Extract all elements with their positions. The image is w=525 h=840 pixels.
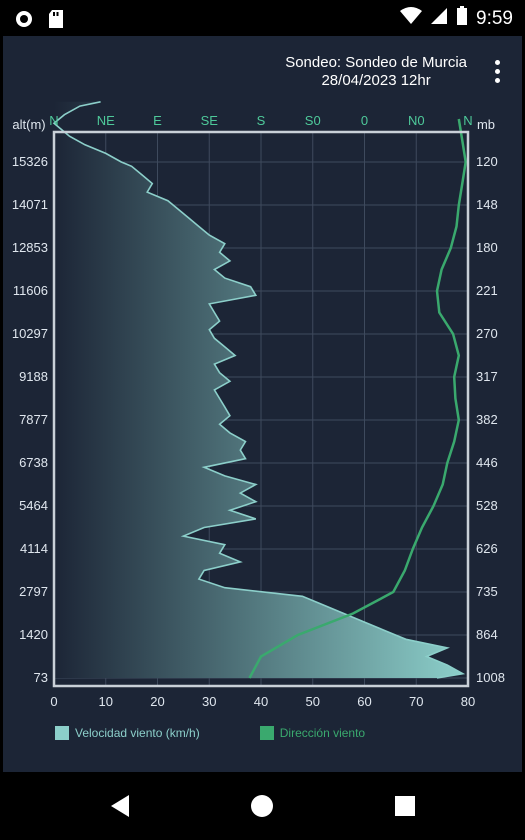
direction-line	[248, 118, 467, 679]
altitude-tick-label: 4114	[20, 541, 48, 556]
title-line1: Sondeo: Sondeo de Murcia	[285, 54, 467, 71]
direction-tick-label: S	[257, 113, 266, 128]
pressure-tick-label: 446	[476, 455, 498, 470]
right-axis-title: mb	[477, 117, 495, 132]
direction-tick-label: N	[463, 113, 472, 128]
pressure-tick-label: 1008	[476, 670, 505, 685]
altitude-tick-label: 14071	[12, 197, 48, 212]
sounding-chart: 15326 14071 12853 11606 10297 9188 7877 6738 546…	[12, 101, 505, 709]
pressure-tick-label: 528	[476, 498, 498, 513]
speed-tick-label: 30	[202, 694, 216, 709]
speed-tick-label: 0	[50, 694, 57, 709]
legend-direction: Dirección viento	[259, 726, 366, 740]
altitude-tick-label: 5464	[19, 498, 48, 513]
sounding-title: Sondeo: Sondeo de Murcia 28/04/2023 12hr	[285, 54, 467, 90]
altitude-tick-label: 11606	[13, 283, 48, 298]
altitude-tick-label: 73	[34, 670, 48, 685]
direction-tick-label: NE	[97, 113, 115, 128]
speed-line	[52, 101, 466, 679]
pressure-tick-label: 317	[476, 369, 498, 384]
wifi-icon	[400, 7, 423, 31]
speed-area	[54, 101, 463, 679]
overflow-menu-icon[interactable]	[490, 60, 504, 86]
legend-speed: Velocidad viento (km/h)	[55, 726, 200, 740]
app-container: Sondeo: Sondeo de Murcia 28/04/2023 12hr…	[3, 36, 522, 772]
speed-tick-label: 80	[461, 694, 475, 709]
direction-tick-label: 0	[361, 113, 368, 128]
legend-direction-label: Dirección viento	[279, 726, 366, 740]
direction-series	[248, 118, 467, 679]
legend-speed-swatch	[55, 726, 69, 740]
signal-icon	[430, 7, 448, 31]
altitude-tick-label: 9188	[19, 369, 48, 384]
sd-card-icon	[48, 9, 64, 34]
back-icon[interactable]	[107, 792, 135, 820]
altitude-tick-label: 12853	[12, 240, 48, 255]
direction-tick-label: SE	[201, 113, 219, 128]
circle-notification-icon	[14, 9, 34, 34]
battery-icon	[456, 6, 468, 32]
direction-tick-label: E	[153, 113, 162, 128]
title-line2: 28/04/2023 12hr	[321, 72, 431, 89]
pressure-tick-label: 382	[476, 412, 498, 427]
pressure-tick-label: 180	[476, 240, 498, 255]
altitude-tick-label: 1420	[19, 627, 48, 642]
speed-tick-label: 70	[409, 694, 423, 709]
recents-icon[interactable]	[391, 792, 419, 820]
speed-tick-label: 50	[306, 694, 320, 709]
chart-grid	[53, 132, 469, 686]
home-icon[interactable]	[248, 792, 276, 820]
speed-tick-label: 10	[99, 694, 113, 709]
altitude-tick-label: 7877	[19, 412, 48, 427]
altitude-tick-label: 10297	[12, 326, 48, 341]
navigation-bar	[0, 772, 525, 840]
chart-legend: Velocidad viento (km/h) Dirección viento	[55, 726, 365, 740]
pressure-tick-label: 270	[476, 326, 498, 341]
direction-tick-label: N0	[408, 113, 425, 128]
axis-labels: 15326 14071 12853 11606 10297 9188 7877 6738 546…	[12, 113, 505, 709]
speed-tick-label: 20	[150, 694, 164, 709]
pressure-tick-label: 221	[476, 283, 498, 298]
speed-tick-label: 40	[254, 694, 268, 709]
legend-direction-swatch	[259, 726, 274, 740]
legend-speed-label: Velocidad viento (km/h)	[75, 726, 200, 740]
speed-series	[52, 101, 466, 679]
altitude-tick-label: 15326	[12, 154, 48, 169]
direction-tick-label: N	[49, 113, 58, 128]
pressure-tick-label: 626	[476, 541, 498, 556]
pressure-tick-label: 735	[476, 584, 498, 599]
altitude-tick-label: 2797	[19, 584, 48, 599]
left-axis-title: alt(m)	[12, 117, 45, 132]
direction-tick-label: S0	[305, 113, 321, 128]
clock-text: 9:59	[476, 8, 513, 29]
speed-tick-label: 60	[357, 694, 371, 709]
pressure-tick-label: 120	[476, 154, 498, 169]
pressure-tick-label: 148	[476, 197, 498, 212]
plot-frame	[52, 130, 470, 688]
altitude-tick-label: 6738	[19, 455, 48, 470]
status-bar: 9:59	[0, 0, 525, 36]
pressure-tick-label: 864	[476, 627, 498, 642]
